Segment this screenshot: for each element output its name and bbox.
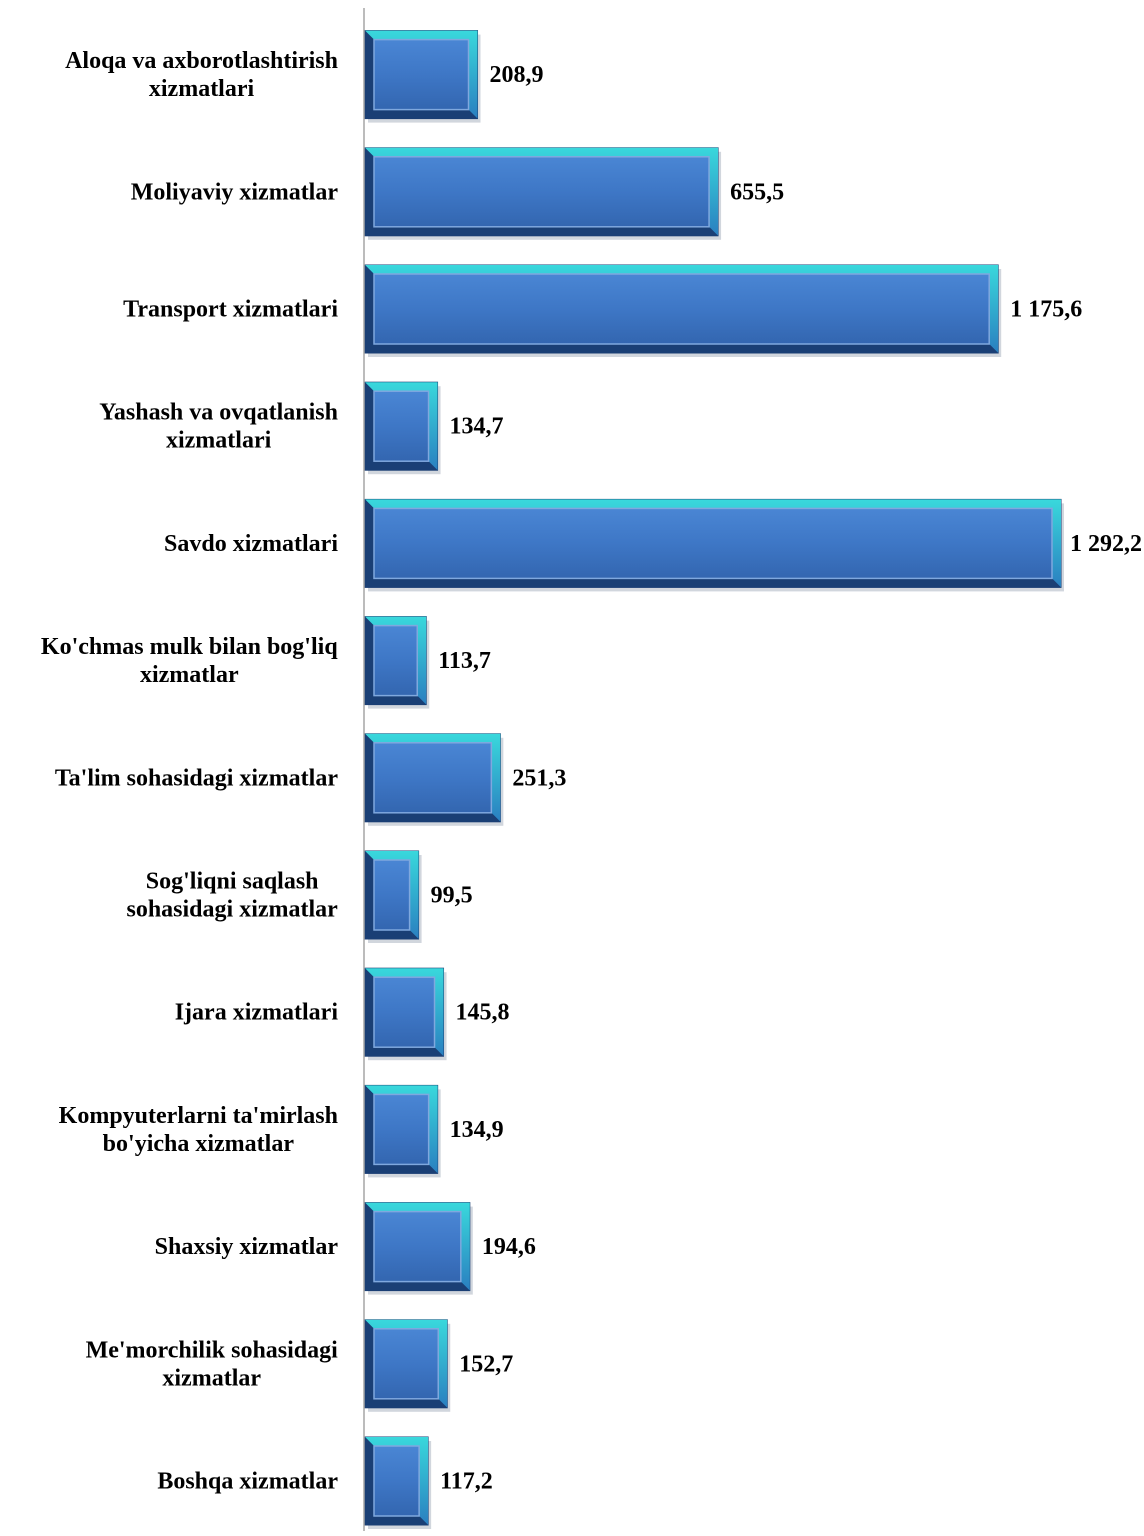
bar-2: [364, 147, 722, 240]
value-label: 134,9: [450, 1117, 504, 1143]
value-label: 251,3: [512, 765, 566, 791]
value-label: 1 175,6: [1010, 297, 1082, 323]
bar-face: [373, 976, 436, 1048]
value-label: 145,8: [456, 1000, 510, 1026]
bar-face: [373, 38, 470, 111]
value-label: 113,7: [438, 648, 491, 674]
value-label: 208,9: [490, 62, 544, 88]
bar-7: [364, 733, 504, 826]
bar-13: [364, 1436, 432, 1529]
bar-bevel-highlight: [365, 1319, 448, 1408]
bar-bevel-highlight: [365, 382, 438, 471]
bar-face: [373, 1093, 430, 1166]
bar-face: [373, 390, 430, 462]
bar-bevel-shade: [365, 616, 427, 705]
bar-10: [364, 1084, 441, 1178]
category-label: Savdo xizmatlari: [164, 531, 338, 557]
bar-1: [364, 30, 481, 123]
value-label: 99,5: [431, 883, 473, 909]
bar-face: [373, 624, 418, 697]
bar-face: [373, 156, 710, 228]
bar-5: [364, 498, 1064, 592]
bar-bevel-highlight: [365, 1085, 438, 1174]
bar-12: [364, 1319, 451, 1412]
bar-face: [373, 1210, 462, 1283]
bar-bevel-shade: [365, 851, 419, 939]
bars-layer: [364, 30, 1064, 1529]
bar-bevel-shade: [365, 968, 444, 1057]
value-label: 117,2: [440, 1469, 493, 1495]
bar-face: [373, 1328, 439, 1400]
bar-bevel-highlight: [365, 616, 427, 705]
bar-bevel-shade: [365, 1319, 448, 1408]
value-label: 194,6: [482, 1234, 536, 1260]
bar-bevel-shade: [365, 1437, 429, 1525]
bar-bevel-shade: [365, 382, 438, 471]
bar-bevel-highlight: [365, 1437, 429, 1525]
category-label: Me'morchilik sohasidagi xizmatlar: [86, 1337, 339, 1391]
category-label: Kompyuterlarni ta'mirlash bo'yicha xizmat…: [59, 1103, 338, 1157]
bar-4: [364, 381, 441, 475]
value-label: 152,7: [459, 1351, 513, 1377]
category-label: Ko'chmas mulk bilan bog'liq xizmatlar: [41, 634, 338, 688]
value-label: 1 292,2: [1070, 531, 1142, 557]
category-label: Aloqa va axborotlashtirish xizmatlari: [65, 48, 338, 102]
bar-face: [373, 1445, 420, 1517]
bar-3: [364, 264, 1002, 357]
bar-face: [373, 859, 411, 931]
value-label: 655,5: [730, 179, 784, 205]
bar-bevel-highlight: [365, 851, 419, 939]
labels-layer: 208,9 Aloqa va axborotlashtirish xizmatlar…: [41, 48, 1142, 1494]
category-label: Moliyaviy xizmatlar: [131, 179, 339, 205]
category-label: Shaxsiy xizmatlar: [155, 1234, 339, 1260]
bar-6: [364, 616, 430, 709]
bar-8: [364, 850, 422, 943]
category-label: Yashash va ovqatlanish xizmatlari: [99, 400, 338, 454]
bar-bevel-highlight: [365, 968, 444, 1057]
category-label: Sog'liqni saqlash sohasidagi xizmatlar: [126, 869, 338, 923]
bar-bevel-shade: [365, 1085, 438, 1174]
bar-face: [373, 742, 493, 814]
bar-face: [373, 273, 990, 345]
category-label: Boshqa xizmatlar: [157, 1469, 338, 1495]
category-label: Ijara xizmatlari: [175, 1000, 339, 1026]
value-label: 134,7: [450, 414, 504, 440]
bar-face: [373, 507, 1053, 580]
category-label: Ta'lim sohasidagi xizmatlar: [55, 765, 338, 791]
bar-9: [364, 967, 447, 1061]
bar-11: [364, 1202, 473, 1295]
category-label: Transport xizmatlari: [123, 297, 338, 323]
